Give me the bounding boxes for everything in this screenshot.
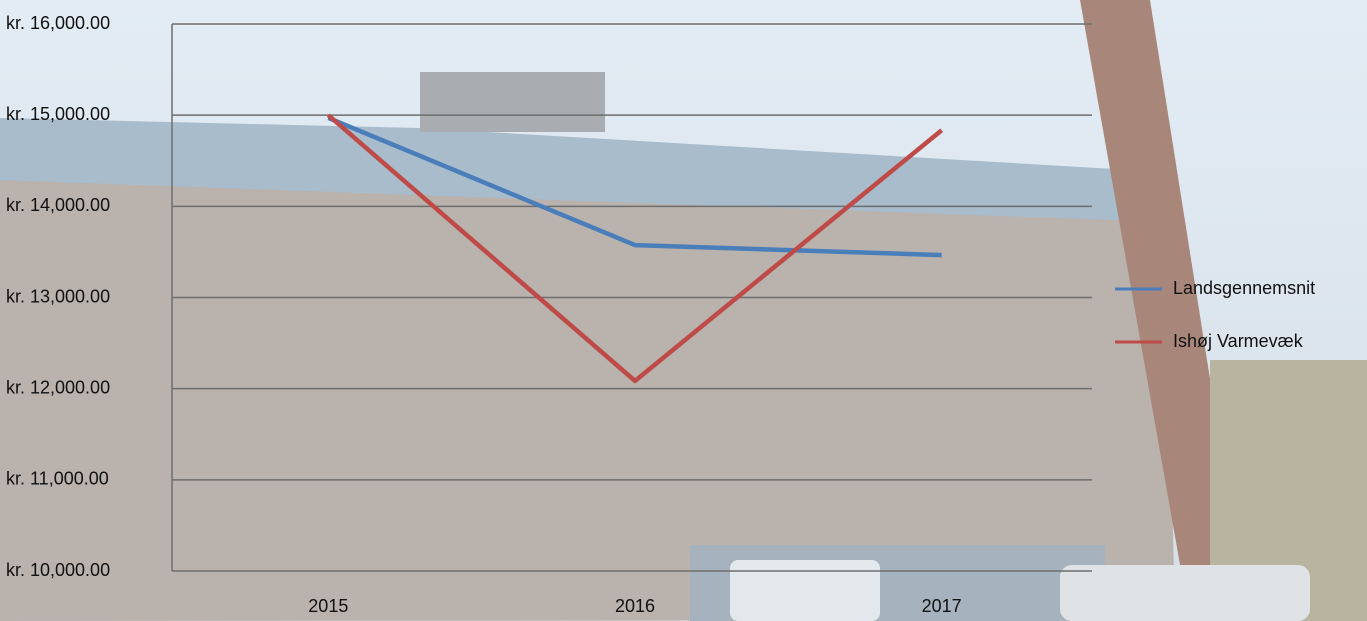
y-tick-label: kr. 11,000.00 (6, 469, 109, 489)
y-tick-label: kr. 16,000.00 (6, 13, 110, 33)
legend-label: Landsgennemsnit (1173, 278, 1315, 298)
background-photo (0, 0, 1367, 621)
y-tick-label: kr. 10,000.00 (6, 560, 110, 580)
chart: kr. 10,000.00 kr. 11,000.00 kr. 12,000.00 k… (0, 0, 1367, 621)
y-tick-label: kr. 15,000.00 (6, 104, 110, 124)
x-tick-label: 2016 (615, 596, 655, 616)
x-tick-label: 2017 (922, 596, 962, 616)
y-tick-label: kr. 14,000.00 (6, 195, 110, 215)
y-tick-label: kr. 13,000.00 (6, 286, 110, 306)
y-tick-label: kr. 12,000.00 (6, 377, 110, 397)
page: {"chart_data": {"type": "line", "categor… (0, 0, 1367, 621)
legend-label: Ishøj Varmevæk (1173, 331, 1304, 351)
x-tick-label: 2015 (308, 596, 348, 616)
